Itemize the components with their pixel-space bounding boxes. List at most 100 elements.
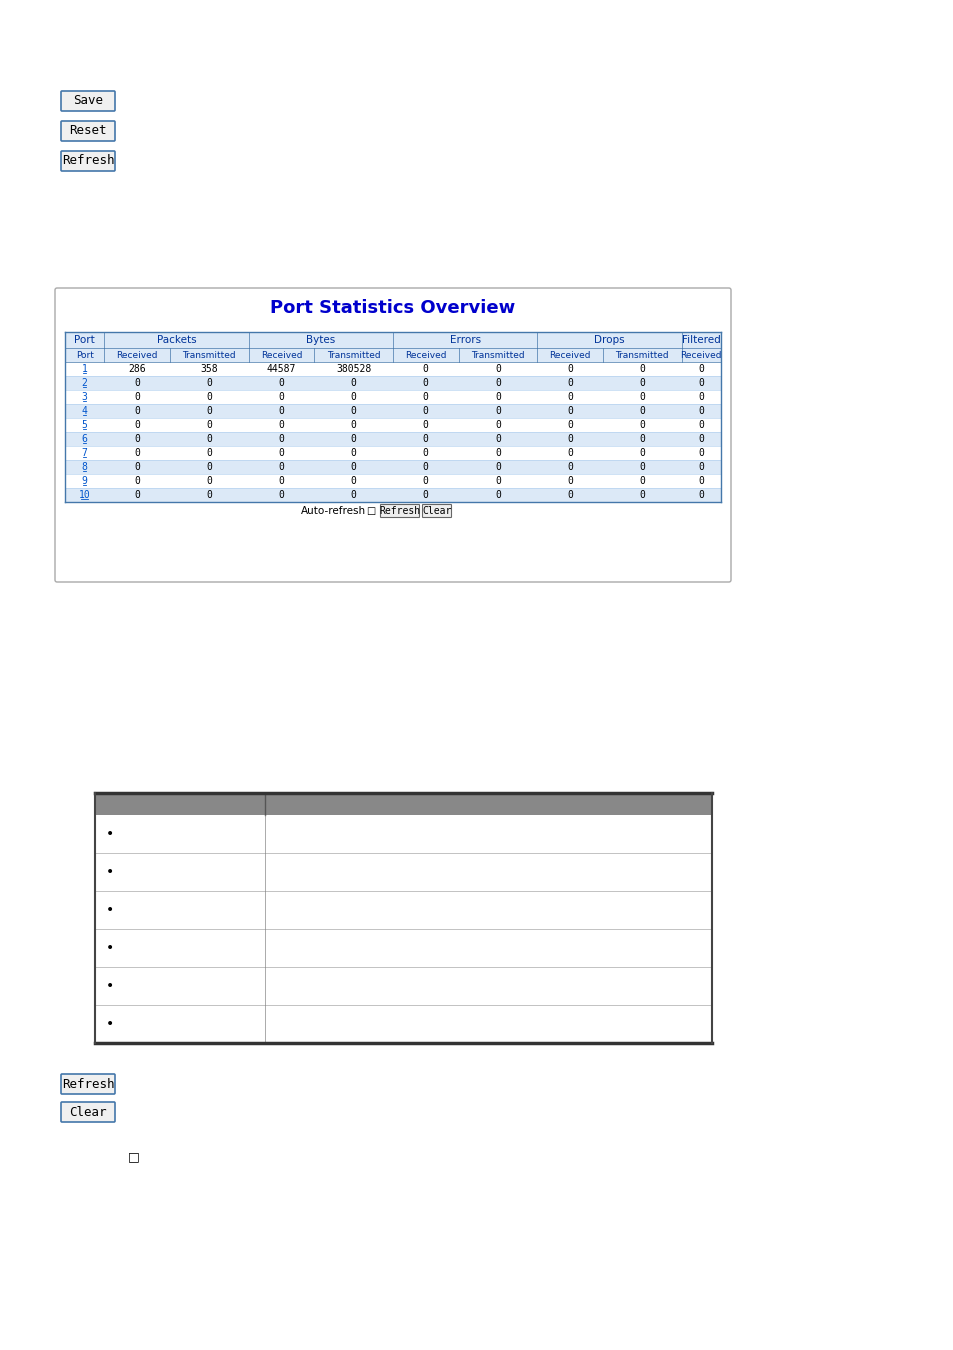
- FancyBboxPatch shape: [61, 1075, 115, 1094]
- Text: 0: 0: [639, 364, 644, 374]
- FancyBboxPatch shape: [61, 90, 115, 111]
- Text: Reset: Reset: [70, 124, 107, 138]
- Text: 0: 0: [134, 448, 140, 458]
- Text: 8: 8: [82, 462, 88, 472]
- Text: 0: 0: [278, 406, 284, 416]
- Text: 0: 0: [567, 420, 573, 431]
- Text: 0: 0: [206, 392, 212, 402]
- Text: 0: 0: [134, 477, 140, 486]
- Text: 0: 0: [639, 448, 644, 458]
- Text: •: •: [106, 979, 114, 994]
- Text: 380528: 380528: [335, 364, 371, 374]
- Text: 0: 0: [567, 462, 573, 472]
- Text: 0: 0: [351, 477, 356, 486]
- Text: □: □: [366, 506, 375, 516]
- Text: 0: 0: [351, 490, 356, 500]
- Bar: [65, 390, 720, 404]
- Text: 0: 0: [698, 448, 703, 458]
- Text: 0: 0: [495, 477, 500, 486]
- Text: 0: 0: [278, 477, 284, 486]
- Text: 0: 0: [567, 490, 573, 500]
- Text: Filtered: Filtered: [681, 335, 720, 346]
- Text: •: •: [106, 828, 114, 841]
- Text: 0: 0: [567, 433, 573, 444]
- Text: 0: 0: [351, 378, 356, 387]
- Text: 0: 0: [351, 420, 356, 431]
- Text: 0: 0: [422, 477, 428, 486]
- Text: 0: 0: [134, 490, 140, 500]
- Text: Received: Received: [679, 351, 721, 359]
- Text: Clear: Clear: [70, 1106, 107, 1119]
- Text: Save: Save: [73, 95, 103, 108]
- Text: 2: 2: [82, 378, 88, 387]
- Text: 0: 0: [351, 462, 356, 472]
- Text: 0: 0: [567, 364, 573, 374]
- Text: 10: 10: [79, 490, 91, 500]
- Bar: [95, 1004, 711, 1044]
- Text: 0: 0: [698, 392, 703, 402]
- Text: 3: 3: [82, 392, 88, 402]
- Text: 0: 0: [422, 490, 428, 500]
- FancyBboxPatch shape: [61, 151, 115, 171]
- Bar: [65, 474, 720, 487]
- Text: Transmitted: Transmitted: [615, 351, 668, 359]
- Text: 0: 0: [278, 420, 284, 431]
- Text: Transmitted: Transmitted: [182, 351, 236, 359]
- Text: 0: 0: [134, 462, 140, 472]
- Text: 0: 0: [206, 448, 212, 458]
- Text: 0: 0: [639, 433, 644, 444]
- Text: Clear: Clear: [422, 506, 451, 516]
- Text: 0: 0: [134, 433, 140, 444]
- Text: 0: 0: [698, 433, 703, 444]
- Bar: [65, 418, 720, 432]
- Text: 1: 1: [82, 364, 88, 374]
- FancyBboxPatch shape: [55, 288, 730, 582]
- Bar: [95, 815, 711, 853]
- Text: 0: 0: [639, 420, 644, 431]
- Text: 0: 0: [495, 490, 500, 500]
- Bar: [65, 377, 720, 390]
- Text: □: □: [128, 1150, 140, 1164]
- Text: 0: 0: [206, 490, 212, 500]
- Text: 0: 0: [639, 406, 644, 416]
- Bar: [95, 929, 711, 967]
- Text: 0: 0: [495, 378, 500, 387]
- Text: 0: 0: [639, 477, 644, 486]
- Text: Packets: Packets: [156, 335, 196, 346]
- Text: Refresh: Refresh: [62, 1077, 114, 1091]
- Text: 0: 0: [422, 406, 428, 416]
- Text: 7: 7: [82, 448, 88, 458]
- Text: 0: 0: [134, 420, 140, 431]
- Text: 0: 0: [134, 392, 140, 402]
- Text: 0: 0: [495, 364, 500, 374]
- Text: •: •: [106, 941, 114, 954]
- Text: 0: 0: [278, 462, 284, 472]
- Text: 0: 0: [422, 392, 428, 402]
- Text: 4: 4: [82, 406, 88, 416]
- Text: Refresh: Refresh: [379, 506, 420, 516]
- Text: 0: 0: [351, 448, 356, 458]
- Text: 0: 0: [698, 490, 703, 500]
- Text: 0: 0: [698, 462, 703, 472]
- Text: 0: 0: [698, 477, 703, 486]
- Text: Refresh: Refresh: [62, 154, 114, 167]
- Text: 44587: 44587: [267, 364, 295, 374]
- Text: 0: 0: [422, 462, 428, 472]
- Text: 0: 0: [567, 392, 573, 402]
- Text: 0: 0: [639, 378, 644, 387]
- Bar: [95, 891, 711, 929]
- FancyBboxPatch shape: [422, 505, 451, 517]
- Text: 0: 0: [698, 378, 703, 387]
- Text: 0: 0: [495, 462, 500, 472]
- Text: 0: 0: [495, 406, 500, 416]
- FancyBboxPatch shape: [380, 505, 419, 517]
- Text: Received: Received: [260, 351, 302, 359]
- Text: 0: 0: [351, 392, 356, 402]
- Text: Port: Port: [74, 335, 95, 346]
- Bar: [65, 460, 720, 474]
- Text: 0: 0: [639, 392, 644, 402]
- Text: 5: 5: [82, 420, 88, 431]
- Text: •: •: [106, 1017, 114, 1031]
- Text: 0: 0: [567, 378, 573, 387]
- Bar: [65, 362, 720, 377]
